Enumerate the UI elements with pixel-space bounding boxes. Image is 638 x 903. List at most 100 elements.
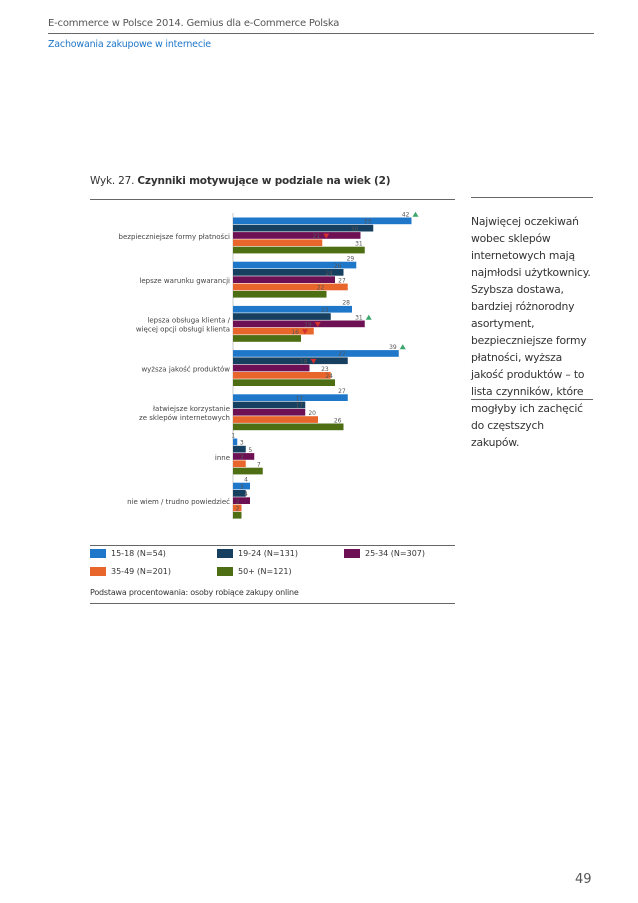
bar — [233, 423, 344, 431]
category-label: wyższa jakość produktów — [141, 365, 230, 373]
legend-label: 15-18 (N=54) — [111, 549, 166, 558]
bar — [233, 320, 365, 328]
bar — [233, 394, 348, 401]
data-label: 23 — [321, 366, 329, 373]
chart-legend: 15-18 (N=54) 19-24 (N=131) 25-34 (N=307) 35… — [90, 549, 460, 585]
bar — [233, 460, 246, 468]
bar — [233, 504, 242, 512]
bar — [233, 239, 323, 247]
bar — [233, 511, 242, 519]
bar — [233, 232, 361, 239]
bar — [233, 379, 335, 386]
bar — [233, 482, 250, 490]
bar — [233, 217, 412, 225]
side-note-bottom-divider — [471, 399, 593, 400]
data-label: 21 — [313, 233, 321, 240]
category-label: ze sklepów internetowych — [139, 414, 230, 422]
bar — [233, 350, 399, 357]
bar — [233, 290, 327, 298]
bar — [233, 327, 314, 335]
decrease-marker — [323, 233, 330, 239]
data-label: 7 — [257, 462, 261, 469]
bar — [233, 305, 352, 313]
bar — [233, 357, 348, 365]
bar — [233, 372, 331, 379]
category-label: więcej opcji obsługi klienta — [136, 326, 230, 334]
legend-label: 50+ (N=121) — [238, 567, 292, 576]
bar — [233, 438, 238, 446]
bar — [233, 276, 335, 283]
data-label: 31 — [355, 314, 363, 321]
data-label: 2 — [236, 498, 240, 505]
base-note-divider — [90, 603, 455, 604]
data-label: 27 — [338, 277, 346, 284]
data-label: 5 — [248, 447, 252, 454]
side-note: Najwięcej oczekiwań wobec sklepów intern… — [471, 215, 591, 449]
data-label: 26 — [334, 263, 342, 270]
data-label: 26 — [334, 417, 342, 424]
age-motivation-bar-chart: bezpieczniejsze formy płatności lepsze wa… — [119, 211, 419, 519]
bar — [233, 313, 331, 320]
legend-swatch — [217, 567, 233, 576]
bar — [233, 364, 310, 372]
bar — [233, 335, 301, 342]
decrease-marker — [310, 358, 317, 364]
data-label: 28 — [342, 300, 350, 307]
data-label: 27 — [338, 351, 346, 358]
data-label: 24 — [325, 270, 333, 277]
section-header: Zachowania zakupowe w internecie — [48, 39, 211, 50]
data-label: 29 — [347, 256, 355, 263]
bar — [233, 497, 250, 504]
data-label: 4 — [244, 477, 248, 484]
data-label: 3 — [240, 454, 244, 461]
category-label: lepsze warunku gwarancji — [139, 277, 230, 285]
data-label: 42 — [402, 211, 410, 218]
header-divider — [48, 33, 594, 34]
bar — [233, 401, 306, 409]
category-label: bezpieczniejsze formy płatności — [119, 233, 230, 241]
data-label: 1 — [231, 432, 235, 439]
data-label: 33 — [364, 219, 372, 226]
data-label: 31 — [355, 241, 363, 248]
legend-swatch — [217, 549, 233, 558]
data-label: 23 — [321, 307, 329, 314]
bar — [233, 445, 246, 453]
data-label: 39 — [389, 344, 397, 351]
data-label: 24 — [325, 373, 333, 380]
chart-title-text: Czynniki motywujące w podziale na wiek (… — [137, 175, 391, 187]
decrease-marker — [302, 329, 308, 335]
bar — [233, 416, 318, 423]
legend-top-divider — [90, 545, 455, 546]
data-label: 2 — [236, 506, 240, 513]
category-label: inne — [215, 454, 230, 462]
data-label: 4 — [244, 491, 248, 498]
legend-label: 35-49 (N=201) — [111, 567, 171, 576]
bar — [233, 246, 365, 254]
data-label: 20 — [308, 410, 316, 417]
bar — [233, 467, 263, 475]
publication-header: E-commerce w Polsce 2014. Gemius dla e-C… — [48, 18, 340, 29]
data-label: 3 — [240, 440, 244, 447]
increase-marker — [399, 344, 406, 350]
data-label: 3 — [240, 484, 244, 491]
bar — [233, 490, 246, 497]
chart-title-prefix: Wyk. 27. — [90, 175, 135, 187]
legend-item: 50+ (N=121) — [217, 567, 292, 576]
legend-label: 19-24 (N=131) — [238, 549, 298, 558]
data-label: 19 — [304, 322, 312, 329]
legend-item: 35-49 (N=201) — [90, 567, 171, 576]
legend-swatch — [90, 567, 106, 576]
data-label: 17 — [296, 395, 304, 402]
chart-title-divider — [90, 199, 455, 200]
bar — [233, 283, 348, 291]
legend-swatch — [90, 549, 106, 558]
bar — [233, 453, 255, 460]
increase-marker — [412, 211, 419, 217]
base-note: Podstawa procentowania: osoby robiące za… — [90, 588, 299, 597]
data-label: 16 — [291, 329, 299, 336]
data-label: 18 — [300, 359, 308, 366]
legend-swatch — [344, 549, 360, 558]
bar — [233, 224, 374, 232]
legend-item: 25-34 (N=307) — [344, 549, 425, 558]
data-label: 22 — [317, 285, 325, 292]
